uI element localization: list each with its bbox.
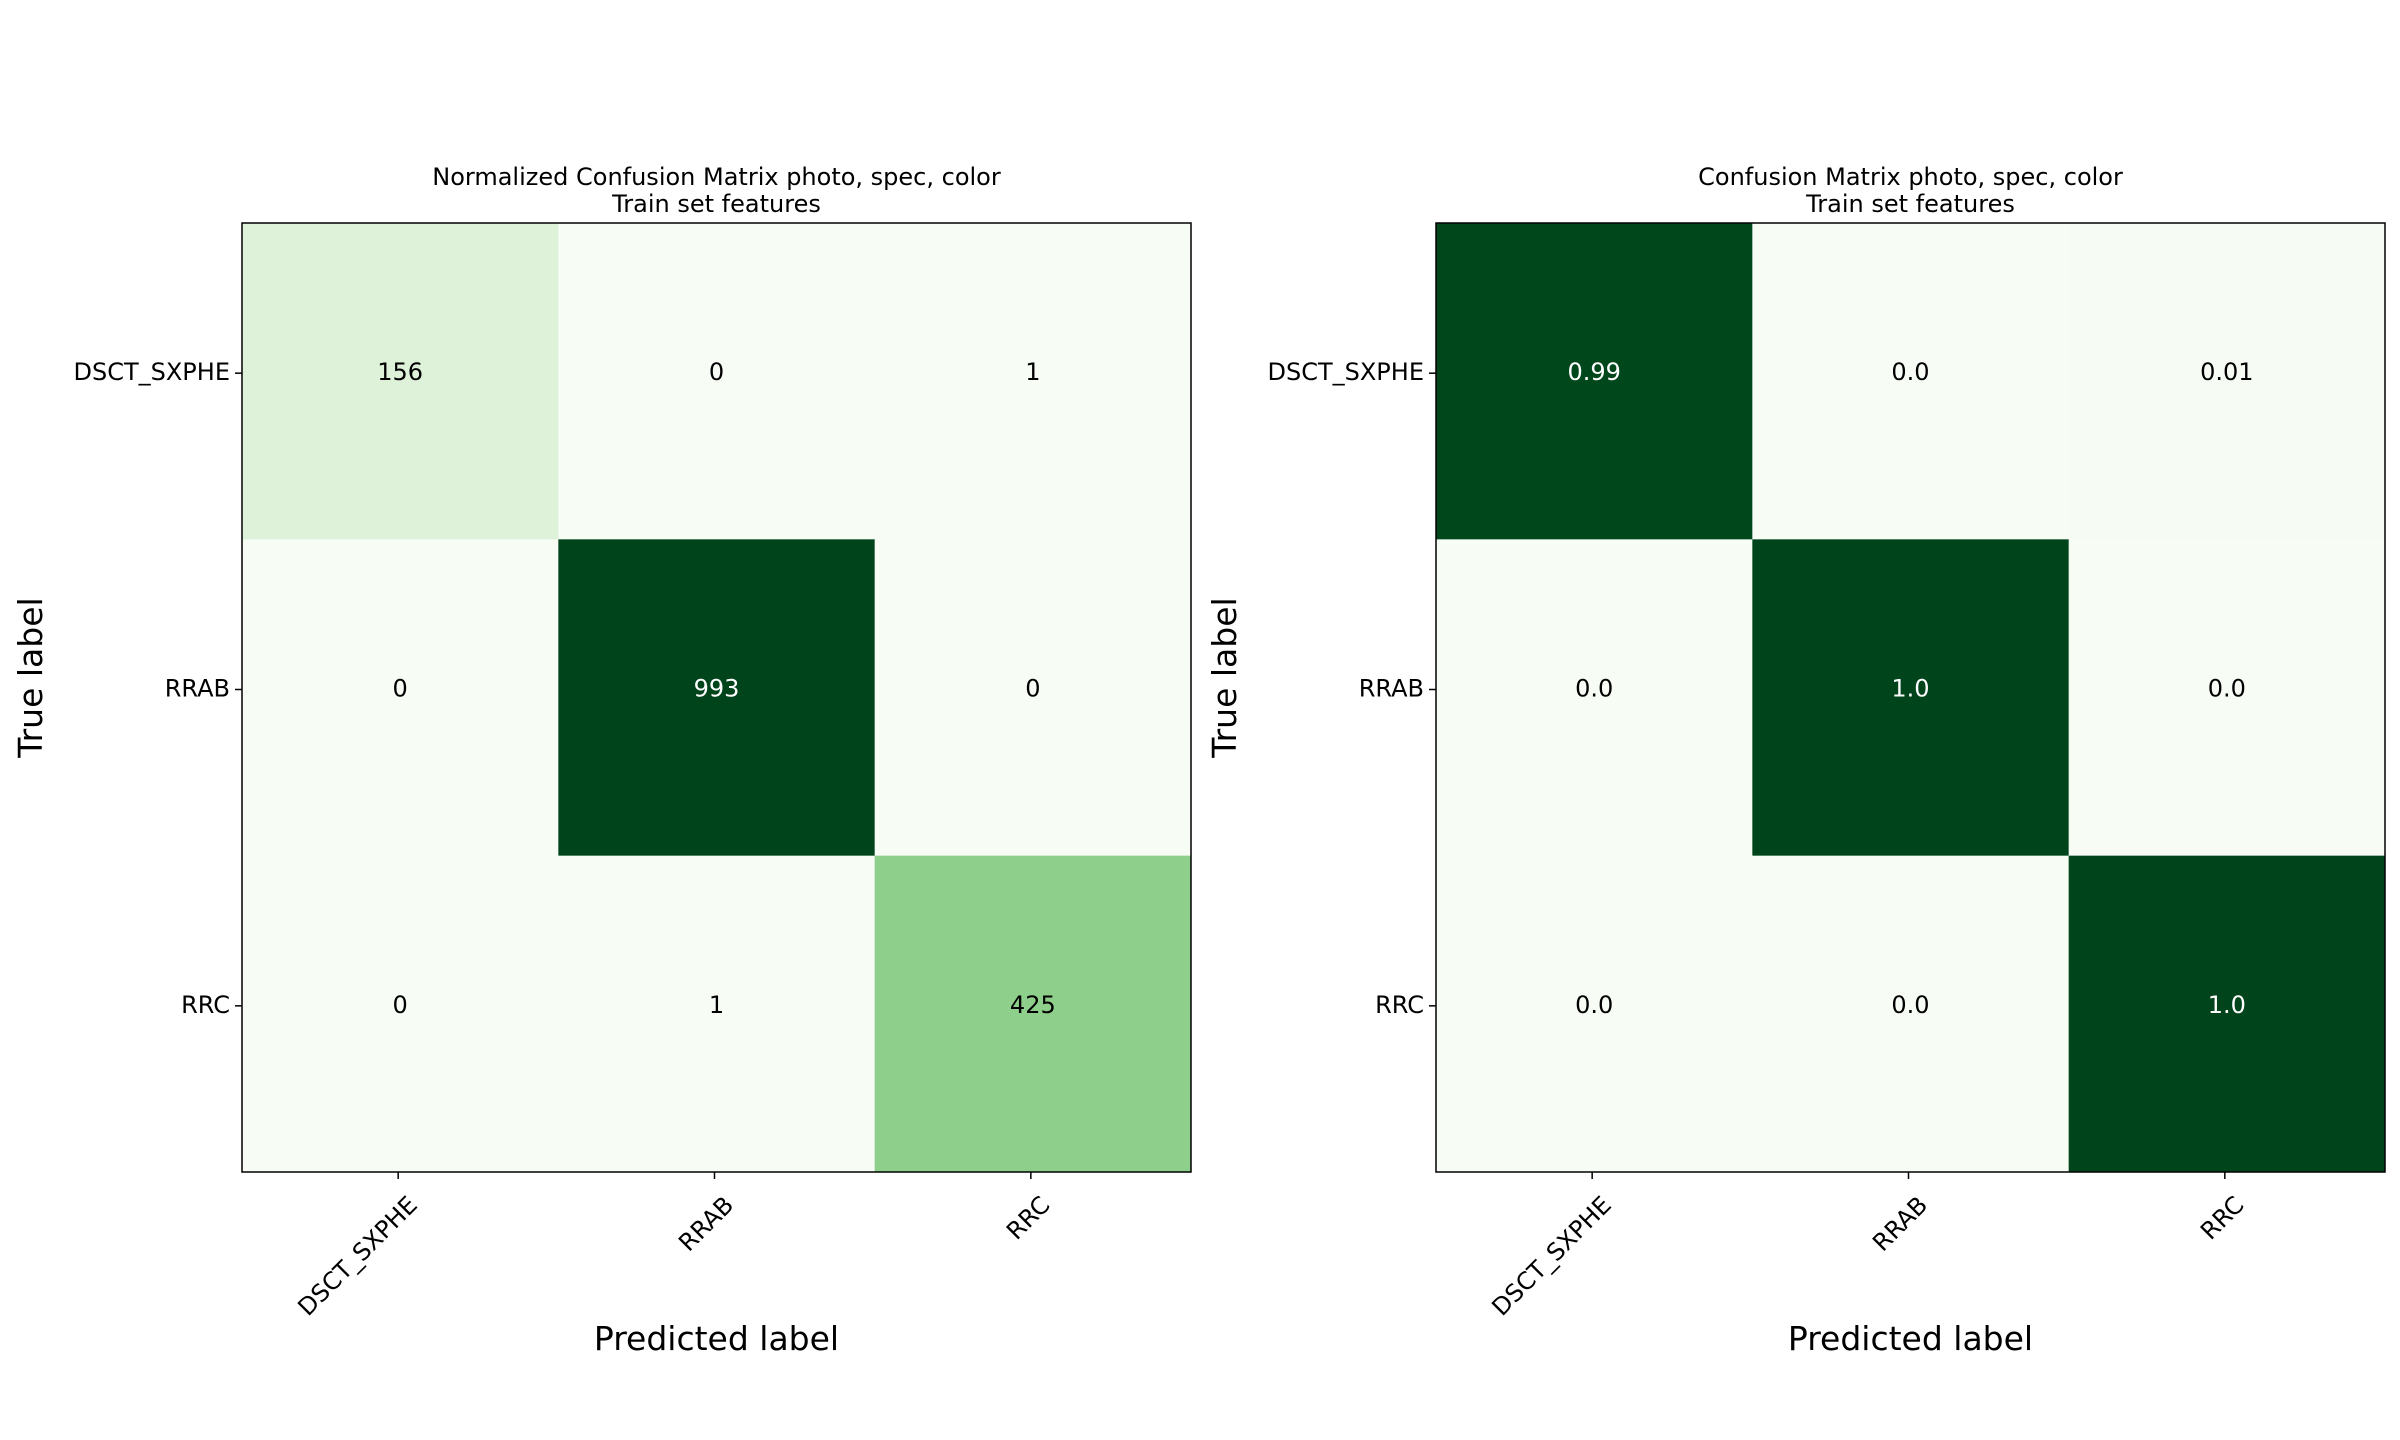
panel-2-y-tick-label-2: RRC bbox=[1375, 991, 1424, 1019]
panel-2-y-axis-label: True label bbox=[1205, 597, 1244, 758]
panel-1-cell-0-1 bbox=[558, 223, 876, 540]
panel-2-cell-label-2-0: 0.0 bbox=[1575, 991, 1613, 1019]
panel-1-title-line-1: Normalized Confusion Matrix photo, spec,… bbox=[432, 163, 1001, 191]
panel-2-title-line-1: Confusion Matrix photo, spec, color bbox=[1698, 163, 2123, 191]
panel-1-cell-2-2 bbox=[874, 855, 1192, 1173]
panel-2-axes-frame bbox=[1435, 222, 2386, 1173]
panel-1-cell-2-0 bbox=[242, 855, 559, 1173]
panel-1-cell-1-2 bbox=[874, 539, 1192, 857]
panel-1-cell-label-2-0: 0 bbox=[393, 991, 408, 1019]
panel-1-cell-1-0 bbox=[242, 539, 559, 857]
panel-1-cell-label-2-2: 425 bbox=[1010, 991, 1056, 1019]
panel-2-title-line-2: Train set features bbox=[1805, 190, 2015, 218]
panel-2-cell-0-2 bbox=[2068, 223, 2386, 540]
panel-1-axes-frame bbox=[241, 222, 1192, 1173]
panel-1-y-axis-label: True label bbox=[11, 597, 50, 758]
panel-1-cell-1-1 bbox=[558, 539, 876, 857]
panel-2-cell-label-1-0: 0.0 bbox=[1575, 675, 1613, 703]
panel-1-x-axis-label: Predicted label bbox=[594, 1319, 839, 1358]
panel-1-cell-label-0-1: 0 bbox=[709, 358, 724, 386]
panel-2-cell-2-0 bbox=[1436, 855, 1753, 1173]
panel-2-cell-0-1 bbox=[1752, 223, 2070, 540]
panel-1-cell-2-1 bbox=[558, 855, 876, 1173]
panel-2-cell-label-0-1: 0.0 bbox=[1891, 358, 1929, 386]
panel-1-cell-label-1-1: 993 bbox=[694, 675, 740, 703]
panel-1-y-tick-label-2: RRC bbox=[181, 991, 230, 1019]
panel-1-cell-label-0-0: 156 bbox=[377, 358, 423, 386]
panel-2-y-tick-label-0: DSCT_SXPHE bbox=[1268, 358, 1425, 386]
panel-2-cell-0-0 bbox=[1436, 223, 1753, 540]
panel-1-y-tick-label-0: DSCT_SXPHE bbox=[74, 358, 231, 386]
panel-1-cell-0-0 bbox=[242, 223, 559, 540]
panel-2-cell-label-0-2: 0.01 bbox=[2200, 358, 2253, 386]
panel-1-title-line-2: Train set features bbox=[611, 190, 821, 218]
panel-1-cell-label-1-0: 0 bbox=[393, 675, 408, 703]
panel-2-cell-1-2 bbox=[2068, 539, 2386, 857]
panel-2-cell-1-0 bbox=[1436, 539, 1753, 857]
panel-1-y-tick-label-1: RRAB bbox=[165, 675, 230, 703]
panel-2-cell-label-2-2: 1.0 bbox=[2208, 991, 2246, 1019]
panel-2-cell-2-1 bbox=[1752, 855, 2070, 1173]
panel-1-cell-0-2 bbox=[874, 223, 1192, 540]
panel-2-cell-label-2-1: 0.0 bbox=[1891, 991, 1929, 1019]
panel-2-y-tick-label-1: RRAB bbox=[1359, 675, 1424, 703]
panel-1-cell-label-1-2: 0 bbox=[1025, 675, 1040, 703]
panel-1-cell-label-0-2: 1 bbox=[1025, 358, 1040, 386]
panel-2-cell-2-2 bbox=[2068, 855, 2386, 1173]
panel-2-x-axis-label: Predicted label bbox=[1788, 1319, 2033, 1358]
panel-2-cell-label-1-2: 0.0 bbox=[2208, 675, 2246, 703]
panel-2-cell-label-1-1: 1.0 bbox=[1891, 675, 1929, 703]
panel-2-cell-label-0-0: 0.99 bbox=[1567, 358, 1620, 386]
panel-1-cell-label-2-1: 1 bbox=[709, 991, 724, 1019]
panel-2-cell-1-1 bbox=[1752, 539, 2070, 857]
